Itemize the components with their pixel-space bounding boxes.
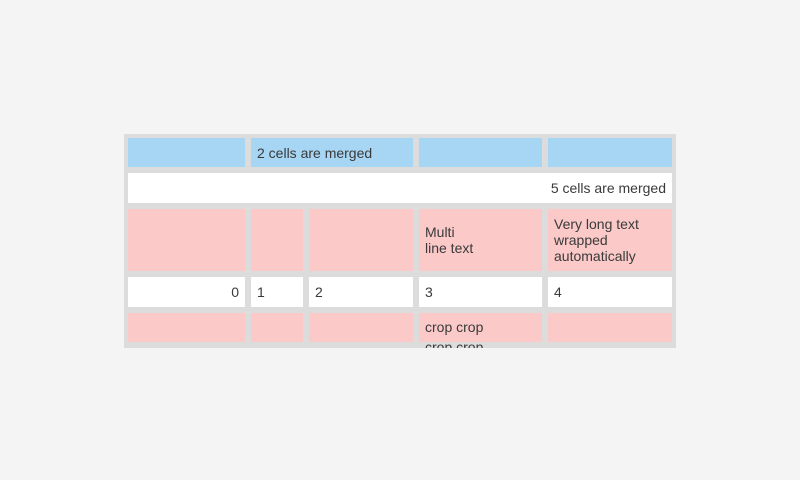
number-cell-3: 3 [419, 277, 542, 307]
tall-cell-wrapped: Very long text wrapped automatically [548, 209, 672, 271]
cropped-cell-5 [548, 313, 672, 342]
number-cell-0: 0 [128, 277, 245, 307]
tall-cell-2 [251, 209, 303, 271]
cropped-cell-3 [309, 313, 413, 342]
tall-cell-multiline: Multi line text [419, 209, 542, 271]
number-cell-4: 4 [548, 277, 672, 307]
cropped-cell-1 [128, 313, 245, 342]
table-row-merged-5: 5 cells are merged [128, 173, 672, 203]
header-cell-merged-2: 2 cells are merged [251, 138, 413, 167]
header-cell-1 [128, 138, 245, 167]
tall-cell-1 [128, 209, 245, 271]
tall-cell-3 [309, 209, 413, 271]
table-row-tall: Multi line text Very long text wrapped a… [128, 209, 672, 271]
cropped-cell-2 [251, 313, 303, 342]
header-cell-5 [548, 138, 672, 167]
table-row-header: 2 cells are merged [128, 138, 672, 167]
cropped-cell-text: crop crop crop crop [419, 313, 542, 348]
merged-5-cell: 5 cells are merged [128, 173, 672, 203]
table-row-cropped: crop crop crop crop [128, 313, 672, 348]
number-cell-2: 2 [309, 277, 413, 307]
header-cell-4 [419, 138, 542, 167]
demo-table: 2 cells are merged 5 cells are merged Mu… [124, 134, 676, 348]
number-cell-1: 1 [251, 277, 303, 307]
table-row-numbers: 0 1 2 3 4 [128, 277, 672, 307]
